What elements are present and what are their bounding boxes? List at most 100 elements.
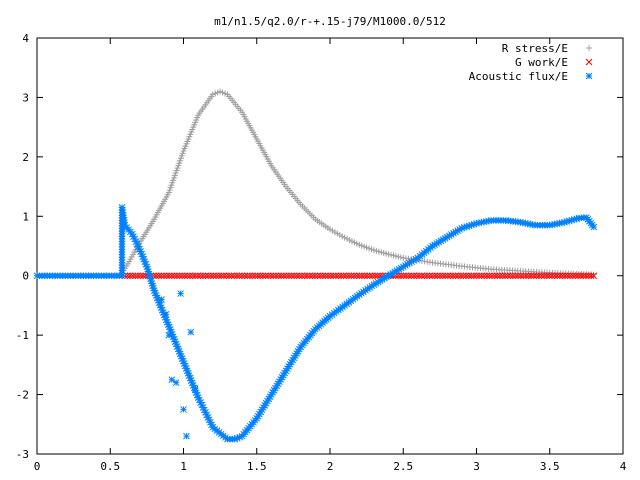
- series-1-point: [525, 272, 532, 280]
- series-1-point: [569, 272, 577, 280]
- series-1-point: [465, 272, 473, 280]
- series-1-point: [199, 272, 207, 280]
- series-1-point: [371, 272, 379, 280]
- series-1-point: [561, 272, 569, 280]
- series-1-point: [572, 272, 579, 280]
- series-1-point: [189, 272, 196, 280]
- series-1-point: [509, 272, 517, 280]
- series-1-point: [158, 272, 165, 280]
- series-1-point: [582, 272, 590, 280]
- series-1-point: [452, 272, 460, 280]
- series-2-point: [590, 223, 598, 231]
- series-2-point: [408, 258, 415, 266]
- series-1-point: [408, 272, 415, 280]
- series-1-point: [402, 272, 410, 280]
- series-1-point: [491, 272, 499, 280]
- series-1-point: [202, 272, 209, 280]
- x-tick-label: 2: [327, 460, 334, 473]
- series-1-point: [350, 272, 358, 280]
- series-1-point: [332, 272, 340, 280]
- series-1-point: [272, 272, 280, 280]
- series-1-point: [342, 272, 350, 280]
- series-1-point: [184, 272, 191, 280]
- legend-marker-1: [585, 58, 593, 66]
- series-1-point: [480, 272, 488, 280]
- series-1-point: [168, 272, 176, 280]
- series-1-point: [327, 272, 335, 280]
- series-1-point: [470, 272, 478, 280]
- series-2-point: [165, 331, 173, 339]
- series-2-point: [191, 385, 199, 392]
- series-1-point: [283, 272, 290, 280]
- series-1: [121, 272, 598, 280]
- series-1-point: [368, 272, 376, 280]
- series-1-point: [197, 272, 204, 280]
- series-1-point: [340, 272, 348, 280]
- series-1-point: [246, 272, 254, 280]
- series-1-point: [194, 272, 202, 280]
- series-1-point: [405, 272, 413, 280]
- series-1-point: [212, 272, 220, 280]
- series-1-point: [233, 272, 241, 280]
- series-1-point: [165, 272, 173, 280]
- series-1-point: [220, 272, 228, 280]
- series-1-point: [413, 272, 420, 280]
- series-1-point: [251, 272, 259, 280]
- series-1-point: [504, 272, 512, 280]
- series-1-point: [288, 272, 295, 280]
- series-1-point: [348, 272, 355, 280]
- series-1-point: [256, 272, 264, 280]
- series-1-point: [579, 272, 587, 280]
- series-1-point: [574, 272, 582, 280]
- series-1-point: [236, 272, 243, 280]
- series-2-point: [431, 241, 438, 249]
- plot-frame: [36, 37, 624, 455]
- series-1-point: [559, 272, 566, 280]
- x-tick-label: 0: [34, 460, 41, 473]
- series-1-point: [160, 272, 168, 280]
- series-1-point: [124, 272, 131, 280]
- series-1-point: [520, 272, 527, 280]
- series-1-point: [131, 272, 139, 280]
- series-1-point: [363, 272, 371, 280]
- series-1-point: [475, 272, 483, 280]
- series-1-point: [517, 272, 525, 280]
- y-tick-label: 3: [22, 91, 29, 104]
- series-1-point: [178, 272, 186, 280]
- series-1-point: [181, 272, 189, 280]
- legend-label-1: G work/E: [515, 56, 568, 69]
- series-1-point: [501, 272, 509, 280]
- series-1-point: [478, 272, 486, 280]
- series-2-point: [162, 310, 170, 318]
- x-tick-label: 1: [180, 460, 187, 473]
- series-1-point: [512, 272, 519, 280]
- series-1-point: [426, 272, 433, 280]
- series-1-point: [454, 272, 462, 280]
- y-tick-label: -3: [16, 448, 29, 461]
- series-1-point: [397, 272, 405, 280]
- series-1-point: [467, 272, 475, 280]
- series-1-point: [447, 272, 454, 280]
- series-2-point: [131, 235, 139, 243]
- series-1-point: [173, 272, 181, 280]
- series-1-point: [139, 272, 147, 280]
- series-1-point: [285, 272, 293, 280]
- series-1-point: [204, 272, 212, 280]
- y-tick-label: -2: [16, 389, 29, 402]
- x-tick-label: 4: [620, 460, 627, 473]
- series-1-point: [514, 272, 522, 280]
- x-tick-label: 3.5: [540, 460, 560, 473]
- series-1-point: [337, 272, 345, 280]
- x-tick-label: 2.5: [393, 460, 413, 473]
- x-tick-label: 0.5: [100, 460, 120, 473]
- series-1-point: [366, 272, 374, 280]
- series-1-point: [441, 272, 449, 280]
- series-1-point: [345, 272, 353, 280]
- series-1-point: [329, 272, 337, 280]
- series-1-point: [264, 272, 272, 280]
- series-1-point: [301, 272, 308, 280]
- series-1-point: [410, 272, 418, 280]
- legend-marker-0: [586, 45, 592, 51]
